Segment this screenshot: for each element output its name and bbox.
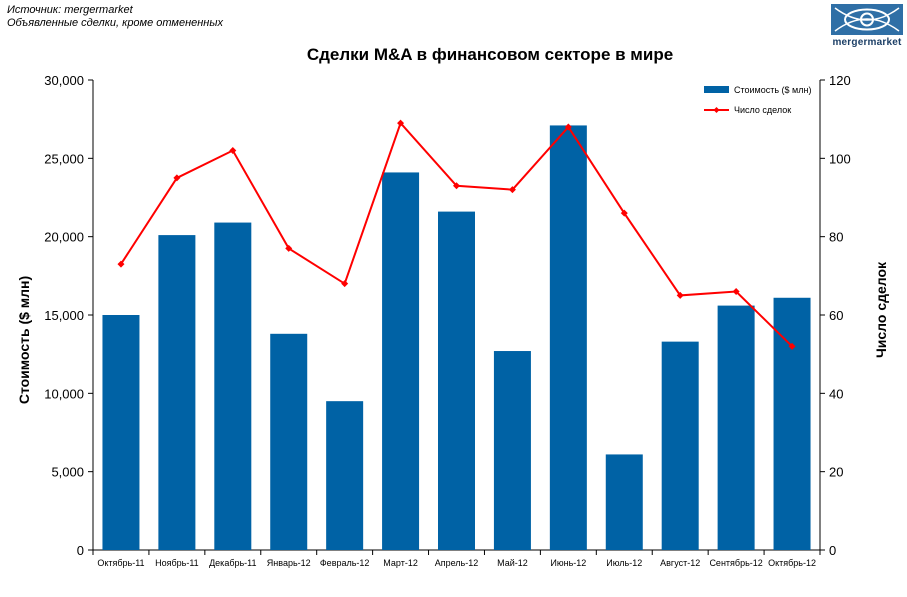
- y-tick-label: 5,000: [51, 465, 84, 480]
- source-note: Источник: mergermarket Объявленные сделк…: [7, 4, 223, 30]
- y2-tick-label: 40: [829, 386, 843, 401]
- eye-globe-icon: [831, 4, 903, 35]
- bar: [549, 125, 587, 550]
- bar: [158, 235, 196, 550]
- legend-swatch-value: [704, 86, 729, 93]
- bar: [270, 333, 308, 550]
- line-point: [397, 119, 405, 127]
- y2-tick-label: 120: [829, 73, 851, 88]
- line-point: [453, 182, 460, 190]
- y-tick-label: 25,000: [44, 151, 84, 166]
- x-tick-label: Май-12: [497, 558, 528, 568]
- bar: [326, 401, 364, 550]
- y2-tick-label: 60: [829, 308, 843, 323]
- line-point: [229, 147, 237, 154]
- y-tick-label: 20,000: [44, 230, 84, 245]
- mergermarket-logo: mergermarket: [831, 4, 903, 48]
- legend-label-value: Стоимость ($ млн): [734, 85, 811, 95]
- x-tick-label: Октябрь-12: [768, 558, 816, 568]
- x-tick-label: Апрель-12: [435, 558, 479, 568]
- chart-title: Сделки M&A в финансовом секторе в мире: [306, 45, 674, 64]
- line-point: [788, 342, 796, 350]
- bar: [773, 297, 811, 550]
- x-tick-label: Сентябрь-12: [709, 558, 762, 568]
- y2-tick-label: 80: [829, 230, 843, 245]
- x-tick-label: Февраль-12: [320, 558, 370, 568]
- y2-tick-label: 100: [829, 151, 851, 166]
- line-point: [676, 291, 684, 299]
- legend-label-deals: Число сделок: [734, 105, 791, 115]
- y-tick-label: 10,000: [44, 386, 84, 401]
- bar: [605, 454, 643, 550]
- bar: [438, 211, 475, 550]
- source-line-2: Объявленные сделки, кроме отмененных: [7, 17, 223, 29]
- bar: [382, 172, 420, 550]
- x-tick-label: Август-12: [660, 558, 700, 568]
- x-tick-label: Январь-12: [267, 558, 311, 568]
- bar: [214, 222, 252, 551]
- x-tick-label: Июль-12: [606, 558, 642, 568]
- x-tick-label: Декабрь-11: [209, 558, 256, 568]
- line-point: [117, 260, 125, 268]
- line-point: [508, 186, 516, 194]
- line-point: [173, 174, 181, 182]
- y2-tick-label: 20: [829, 465, 843, 480]
- x-tick-label: Ноябрь-11: [155, 558, 199, 568]
- bar: [661, 341, 699, 550]
- bar: [717, 305, 755, 550]
- bar: [102, 315, 140, 550]
- x-tick-label: Октябрь-11: [97, 558, 144, 568]
- source-line-1: Источник: mergermarket: [7, 4, 133, 16]
- y-axis-label: Стоимость ($ млн): [16, 276, 32, 404]
- line-point: [620, 209, 628, 217]
- x-tick-label: Март-12: [383, 558, 418, 568]
- legend-marker-deals: [713, 107, 720, 113]
- line-point: [341, 280, 349, 288]
- line-point: [732, 288, 740, 295]
- y-tick-label: 15,000: [44, 308, 84, 323]
- line-point: [564, 123, 572, 131]
- y2-axis-label: Число сделок: [873, 261, 889, 358]
- y-tick-label: 0: [77, 543, 84, 558]
- logo-text: mergermarket: [832, 37, 902, 48]
- x-tick-label: Июнь-12: [550, 558, 586, 568]
- y2-tick-label: 0: [829, 543, 836, 558]
- line-point: [285, 244, 293, 252]
- y-tick-label: 30,000: [44, 73, 84, 88]
- bar: [493, 351, 531, 550]
